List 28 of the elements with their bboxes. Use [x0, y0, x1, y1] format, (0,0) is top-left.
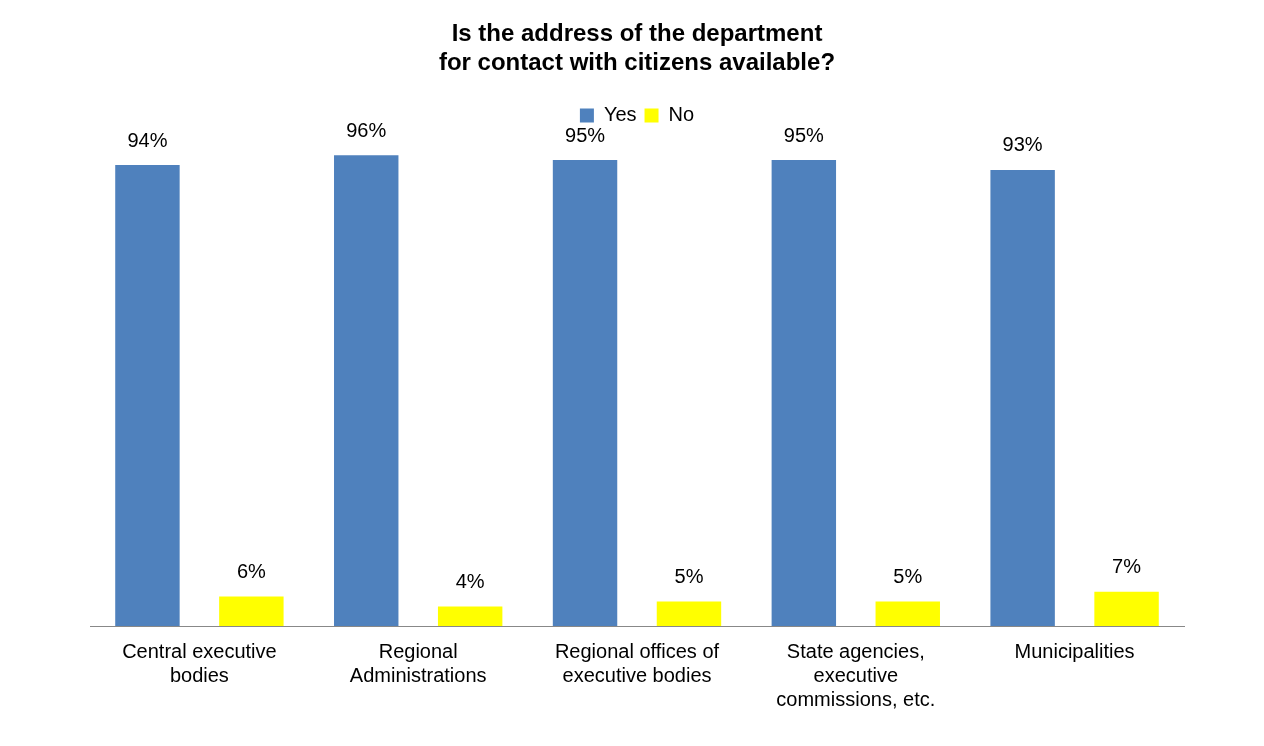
data-label: 96% — [346, 118, 387, 141]
bar — [115, 165, 180, 626]
data-label: 94% — [127, 128, 168, 151]
legend-label: Yes — [603, 103, 637, 126]
bar — [552, 160, 618, 626]
chart-title: Is the address of the department for contact with citizens available? — [438, 19, 836, 75]
x-tick-label: Municipalities — [1014, 639, 1135, 662]
bar — [219, 596, 284, 626]
bar — [656, 601, 722, 626]
data-label: 4% — [455, 569, 485, 592]
data-label: 5% — [893, 565, 923, 587]
data-label: 93% — [1002, 133, 1043, 156]
x-tick-label: Regional offices of executive bodies — [554, 639, 720, 686]
data-label: 6% — [236, 560, 267, 583]
bar — [875, 601, 940, 626]
bar — [990, 169, 1055, 626]
bar — [334, 155, 399, 626]
data-label: 5% — [674, 565, 704, 587]
x-tick-label: Regional Administrations — [349, 639, 487, 686]
data-label: 7% — [1112, 555, 1142, 578]
bar — [437, 606, 503, 626]
x-tick-label: State agencies, executive commissions, etc. — [776, 639, 936, 710]
bar — [1094, 591, 1159, 626]
data-label: 95% — [565, 123, 606, 146]
data-label: 95% — [783, 123, 825, 146]
bar — [771, 160, 837, 626]
legend-label: No — [668, 103, 695, 126]
x-tick-label: Central executive bodies — [122, 639, 277, 686]
